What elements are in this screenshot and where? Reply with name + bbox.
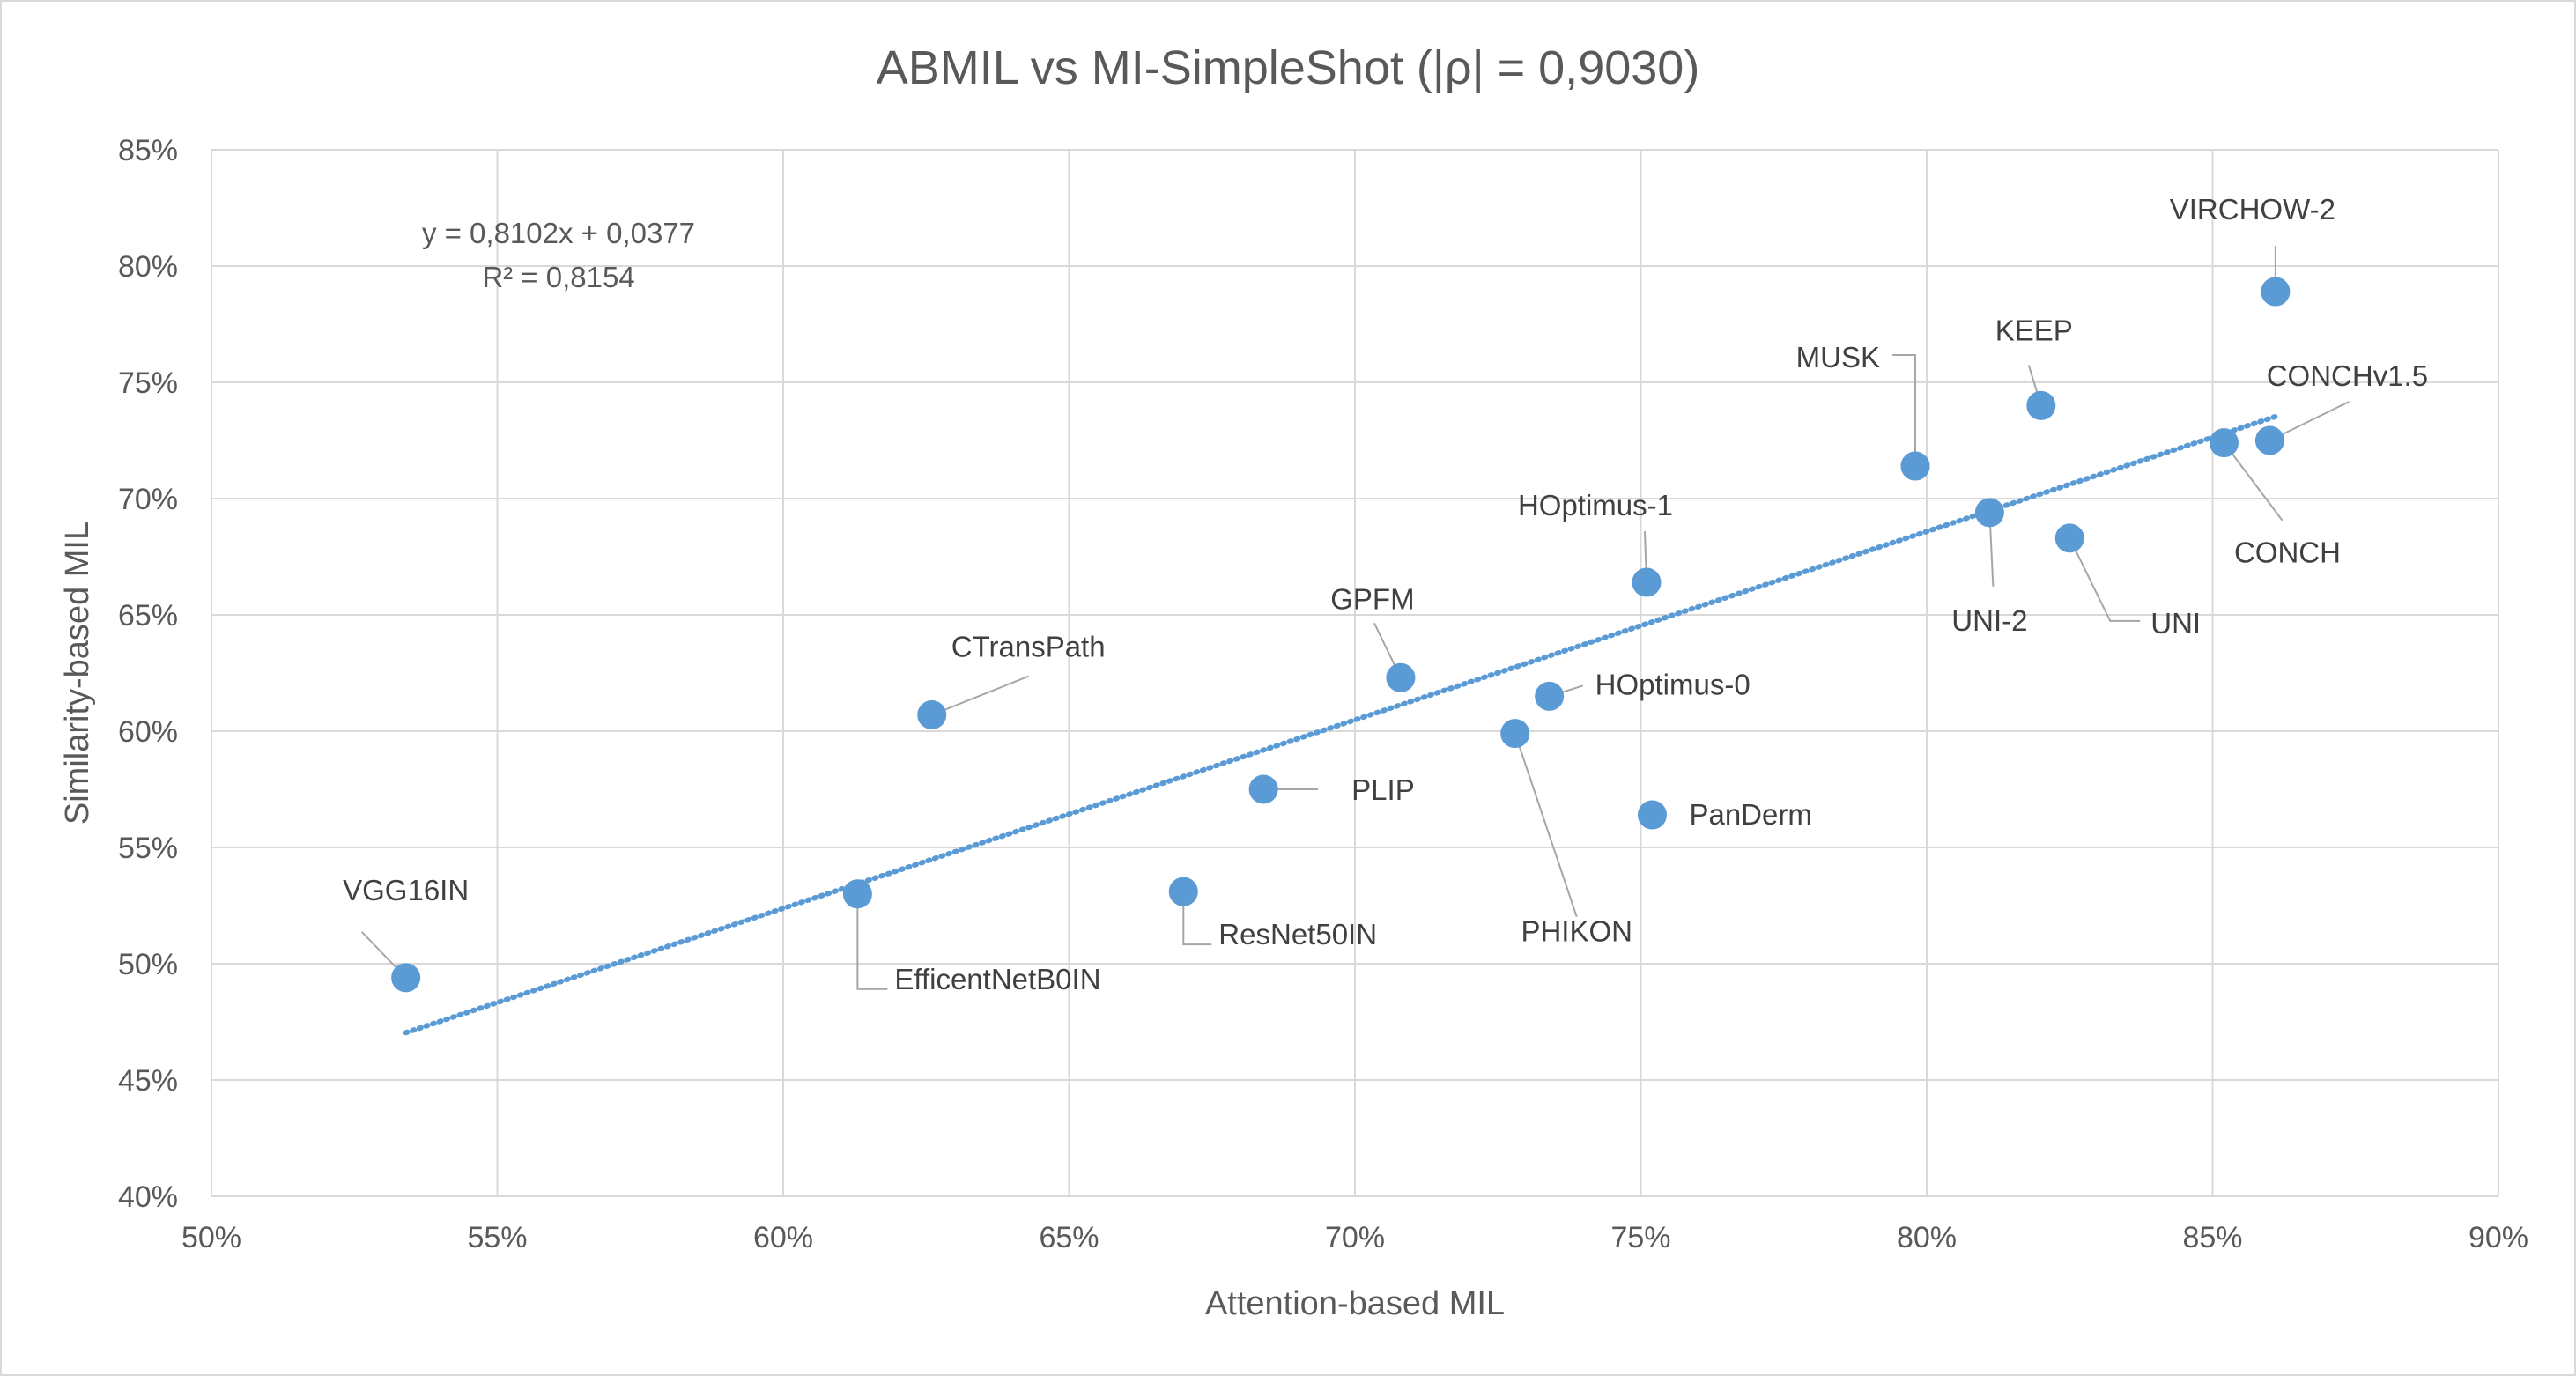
tick-labels: 40% 45% 50% 55% 60% 65% 70% 75% 80% 85% 50% 55% 60% 6… <box>118 134 2528 1254</box>
leader-line <box>2069 537 2141 622</box>
leader-line <box>1182 891 1212 946</box>
data-points <box>391 277 2291 993</box>
data-label: PHIKON <box>1521 915 1632 948</box>
data-label: CONCH <box>2234 536 2341 569</box>
data-point-phikon <box>1500 719 1530 749</box>
leader-line <box>931 675 1030 716</box>
data-point-efficentnetb0in <box>842 879 872 909</box>
leader-line <box>2269 401 2350 441</box>
data-label: HOptimus-0 <box>1595 668 1751 700</box>
y-tick-label: 45% <box>118 1064 178 1098</box>
data-label: CTransPath <box>951 631 1106 663</box>
data-label: ResNet50IN <box>1218 918 1377 951</box>
data-label: UNI-2 <box>1951 604 2027 637</box>
data-label: PanDerm <box>1689 798 1811 831</box>
x-tick-label: 50% <box>181 1221 241 1254</box>
data-label: KEEP <box>1995 314 2073 346</box>
y-tick-label: 75% <box>118 366 178 400</box>
y-tick-label: 70% <box>118 483 178 516</box>
data-label: VGG16IN <box>343 874 469 906</box>
x-tick-label: 80% <box>1897 1221 1957 1254</box>
trendline-equation: y = 0,8102x + 0,0377 <box>422 217 695 249</box>
x-tick-label: 60% <box>753 1221 813 1254</box>
trendline-r-squared: R² = 0,8154 <box>482 261 634 293</box>
leader-line <box>1514 733 1578 917</box>
data-label: EfficentNetB0IN <box>894 963 1100 995</box>
data-label: CONCHv1.5 <box>2267 359 2428 392</box>
trendline <box>403 413 2278 1036</box>
y-tick-label: 55% <box>118 832 178 865</box>
x-tick-label: 65% <box>1039 1221 1099 1254</box>
y-tick-label: 80% <box>118 250 178 284</box>
point-labels: VGG16IN EfficentNetB0IN CTransPath ResNet50… <box>343 193 2428 995</box>
x-axis-title: Attention-based MIL <box>1205 1285 1505 1322</box>
data-point-ctranspath <box>917 700 947 730</box>
gridlines <box>211 149 2499 1197</box>
data-point-resnet50in <box>1168 877 1198 906</box>
x-tick-label: 90% <box>2469 1221 2528 1254</box>
data-point-uni <box>2054 523 2084 553</box>
data-point-keep <box>2026 390 2056 420</box>
data-point-hoptimus-1 <box>1632 567 1662 597</box>
y-tick-label: 60% <box>118 715 178 749</box>
data-point-panderm <box>1637 800 1667 830</box>
data-label: UNI <box>2150 607 2201 640</box>
data-point-plip <box>1248 774 1278 804</box>
data-label: VIRCHOW-2 <box>2170 193 2335 226</box>
data-point-gpfm <box>1386 662 1416 692</box>
x-tick-label: 55% <box>467 1221 527 1254</box>
y-tick-label: 50% <box>118 948 178 981</box>
trendline-group <box>403 413 2278 1036</box>
data-point-uni-2 <box>1974 498 2004 528</box>
leader-line <box>2223 442 2284 522</box>
data-point-conchv1-5 <box>2254 425 2284 455</box>
data-point-conch <box>2209 428 2239 458</box>
data-point-vgg16in <box>391 963 421 993</box>
chart-title: ABMIL vs MI-SimpleShot (|ρ| = 0,9030) <box>877 41 1700 94</box>
y-tick-label: 40% <box>118 1180 178 1214</box>
x-tick-label: 85% <box>2182 1221 2242 1254</box>
leader-line <box>1892 354 1917 467</box>
x-tick-label: 75% <box>1610 1221 1670 1254</box>
y-tick-label: 85% <box>118 134 178 167</box>
y-tick-label: 65% <box>118 599 178 633</box>
x-tick-label: 70% <box>1325 1221 1385 1254</box>
y-axis-title: Similarity-based MIL <box>59 522 96 825</box>
data-label: HOptimus-1 <box>1518 489 1673 522</box>
data-label: GPFM <box>1330 582 1414 615</box>
data-point-musk <box>1900 451 1930 481</box>
leader-line <box>856 893 888 990</box>
data-point-virchow-2 <box>2261 277 2291 307</box>
data-label: MUSK <box>1796 341 1880 374</box>
data-label: PLIP <box>1351 773 1415 806</box>
data-point-hoptimus-0 <box>1535 681 1565 711</box>
leader-lines <box>360 246 2350 990</box>
